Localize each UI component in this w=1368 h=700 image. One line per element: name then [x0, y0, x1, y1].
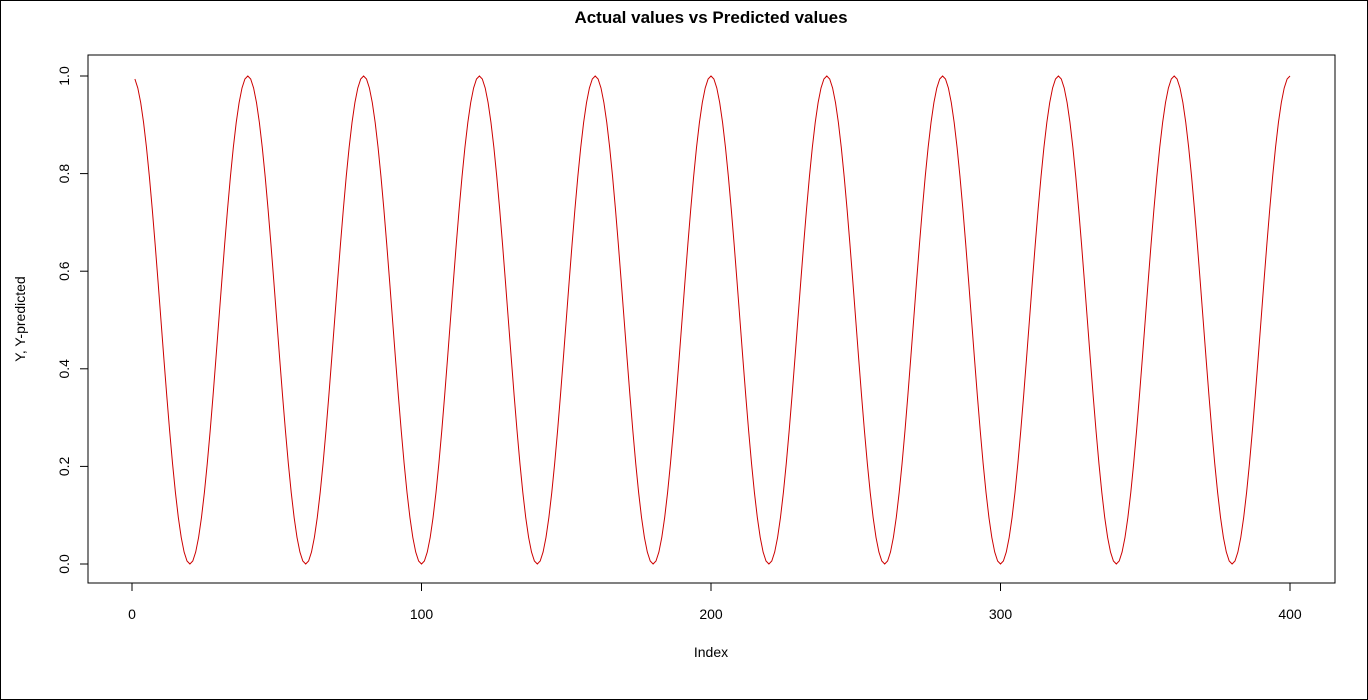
x-axis-label: Index [694, 644, 728, 660]
y-axis-label: Y, Y-predicted [12, 276, 28, 361]
x-tick-label: 100 [410, 606, 434, 622]
x-tick-label: 0 [128, 606, 136, 622]
y-tick-label: 0.0 [56, 554, 72, 574]
y-tick-label: 0.2 [56, 456, 72, 476]
chart-title: Actual values vs Predicted values [574, 8, 847, 27]
y-tick-label: 0.4 [56, 359, 72, 379]
y-tick-label: 1.0 [56, 66, 72, 86]
y-tick-label: 0.8 [56, 164, 72, 184]
plot-frame [87, 54, 1336, 584]
y-tick-label: 0.6 [56, 261, 72, 281]
x-tick-label: 300 [989, 606, 1013, 622]
x-tick-label: 200 [699, 606, 723, 622]
x-tick-label: 400 [1278, 606, 1302, 622]
y-axis: 0.0 0.2 0.4 0.6 0.8 1.0 [56, 66, 89, 574]
series-line [134, 75, 1291, 565]
x-axis: 0 100 200 300 400 [128, 582, 1302, 622]
